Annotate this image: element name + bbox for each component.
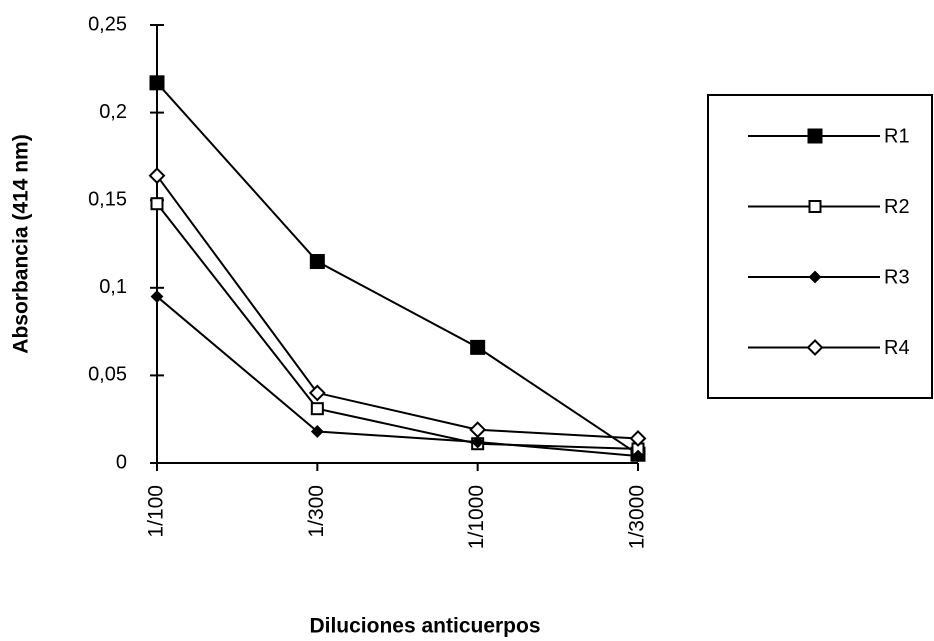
legend-label: R3	[884, 266, 910, 288]
series-line	[156, 82, 639, 456]
y-axis-label: Absorbancia (414 nm)	[10, 134, 33, 353]
y-tick-label: 0,1	[99, 276, 127, 298]
marker	[310, 402, 324, 416]
legend-marker	[807, 128, 823, 144]
y-tick-label: 0,05	[88, 364, 127, 386]
marker	[148, 167, 166, 185]
y-tick-label: 0,25	[88, 13, 127, 35]
marker	[150, 290, 164, 303]
legend-label: R2	[884, 196, 910, 218]
marker	[470, 339, 486, 355]
legend-marker	[806, 339, 824, 356]
x-tick-label: 1/3000	[626, 485, 649, 549]
marker	[631, 449, 645, 463]
marker	[629, 430, 647, 447]
series-line	[156, 175, 639, 440]
x-axis-label: Diluciones anticuerpos	[309, 615, 540, 638]
series-line	[156, 203, 639, 450]
legend-marker	[808, 200, 822, 213]
legend-label: R1	[884, 125, 910, 147]
marker	[149, 75, 165, 91]
marker	[308, 384, 326, 402]
series-line	[156, 295, 639, 457]
y-tick-label: 0	[116, 451, 127, 473]
legend-label: R4	[884, 337, 910, 359]
y-tick-label: 0,15	[88, 188, 127, 210]
legend-marker	[808, 270, 822, 284]
marker	[471, 435, 485, 449]
x-tick-label: 1/1000	[465, 485, 488, 549]
marker	[309, 254, 325, 270]
marker	[469, 421, 487, 439]
x-tick-label: 1/300	[305, 485, 328, 538]
marker	[150, 197, 164, 211]
x-tick-label: 1/100	[145, 485, 168, 538]
marker	[310, 425, 324, 438]
y-tick-label: 0,2	[99, 101, 127, 123]
